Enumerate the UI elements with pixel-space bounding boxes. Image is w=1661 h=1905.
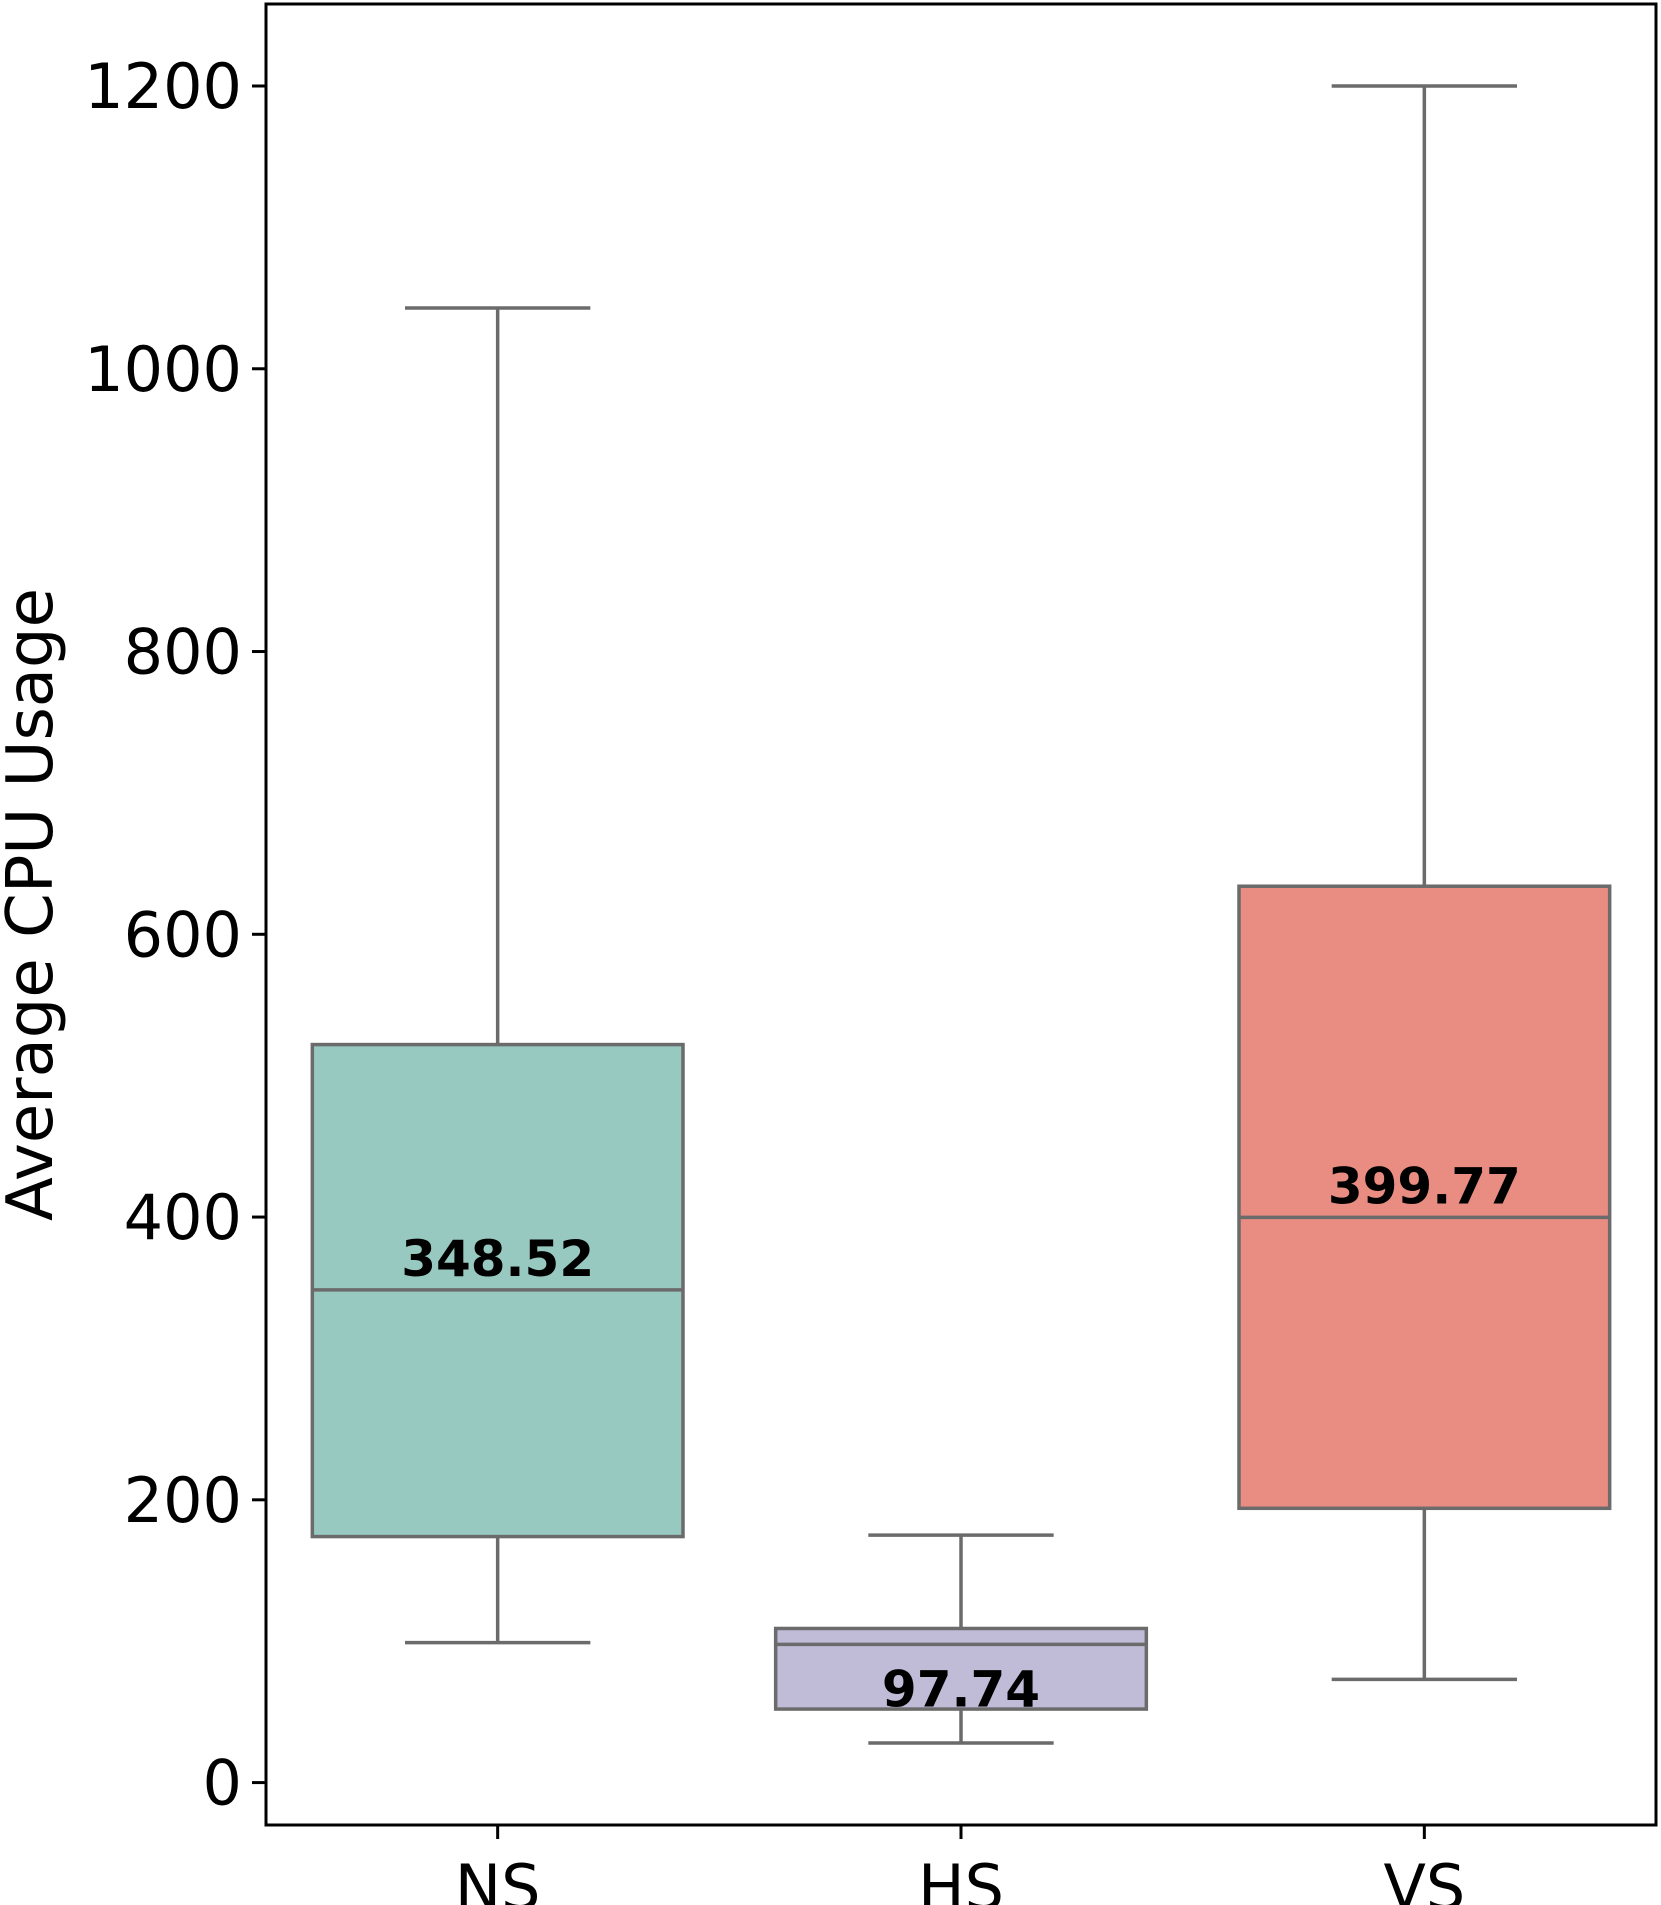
x-tick-label: HS bbox=[918, 1851, 1004, 1905]
y-tick-label: 600 bbox=[124, 898, 242, 971]
x-tick-label: NS bbox=[455, 1851, 541, 1905]
y-tick-label: 1200 bbox=[84, 50, 242, 123]
y-tick-label: 0 bbox=[203, 1747, 242, 1820]
y-tick-label: 200 bbox=[124, 1464, 242, 1537]
box-ns: 348.52 bbox=[310, 306, 685, 1645]
x-axis: NS HS VS bbox=[455, 1825, 1465, 1905]
y-tick-label: 800 bbox=[124, 616, 242, 689]
x-tick-label: VS bbox=[1383, 1851, 1465, 1905]
box-body bbox=[1237, 884, 1612, 1511]
y-tick-label: 1000 bbox=[84, 333, 242, 406]
y-tick-label: 400 bbox=[124, 1181, 242, 1254]
median-value-label: 348.52 bbox=[401, 1230, 594, 1288]
median-value-label: 399.77 bbox=[1328, 1157, 1521, 1215]
boxes-layer: 348.52 97.74 399.77 bbox=[310, 84, 1612, 1745]
box-hs: 97.74 bbox=[773, 1533, 1149, 1745]
y-axis-label: Average CPU Usage bbox=[0, 588, 68, 1221]
y-axis: 0 200 400 600 800 1000 1200 bbox=[84, 50, 266, 1820]
median-value-label: 97.74 bbox=[882, 1660, 1040, 1718]
box-body bbox=[773, 1626, 1149, 1711]
box-vs: 399.77 bbox=[1237, 84, 1612, 1682]
